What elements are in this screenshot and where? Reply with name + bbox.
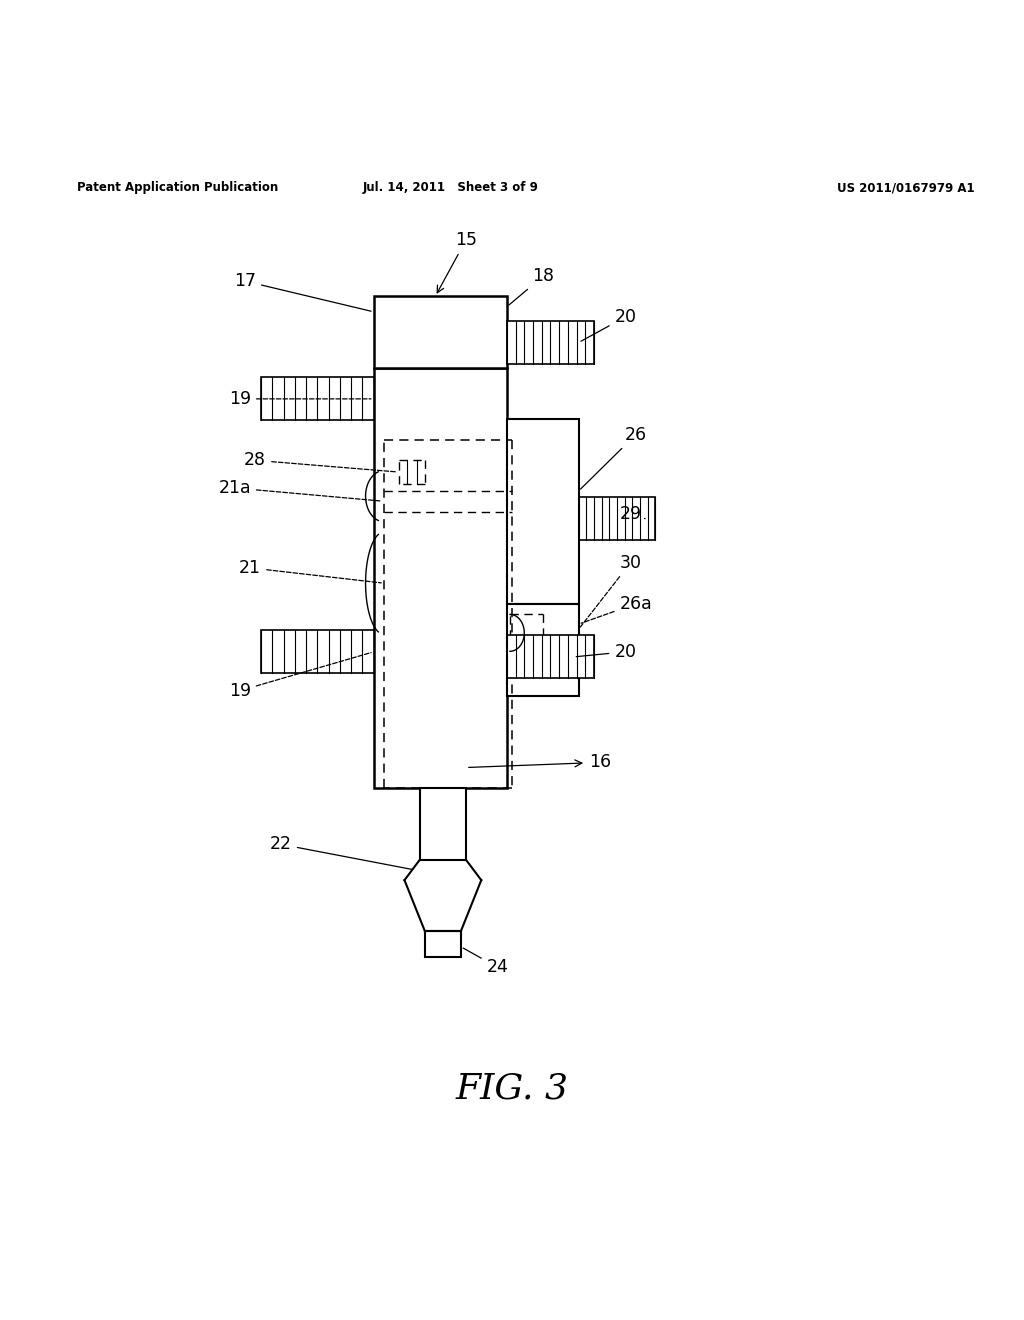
Bar <box>420 788 466 859</box>
Text: Patent Application Publication: Patent Application Publication <box>77 181 279 194</box>
Bar <box>507 644 579 696</box>
Text: 28: 28 <box>245 451 396 471</box>
Bar <box>261 631 374 673</box>
Text: 20: 20 <box>577 643 636 661</box>
Text: 24: 24 <box>463 948 508 977</box>
Text: 26: 26 <box>581 426 647 490</box>
Text: FIG. 3: FIG. 3 <box>456 1071 568 1105</box>
Text: 21a: 21a <box>218 479 381 502</box>
Text: 26a: 26a <box>582 595 652 623</box>
Text: 22: 22 <box>270 836 412 870</box>
Text: US 2011/0167979 A1: US 2011/0167979 A1 <box>838 181 975 194</box>
Text: 15: 15 <box>437 231 477 293</box>
Text: 18: 18 <box>509 267 554 305</box>
Bar <box>507 635 594 678</box>
Bar <box>507 321 594 364</box>
Text: 20: 20 <box>581 308 636 342</box>
Bar <box>425 932 461 957</box>
Bar <box>579 498 655 540</box>
Text: 21: 21 <box>240 558 381 583</box>
Bar <box>261 378 374 420</box>
Bar <box>374 297 507 368</box>
Text: 29: 29 <box>620 504 645 523</box>
Bar <box>507 603 579 644</box>
Text: 19: 19 <box>228 652 371 700</box>
Text: Jul. 14, 2011   Sheet 3 of 9: Jul. 14, 2011 Sheet 3 of 9 <box>362 181 539 194</box>
Bar <box>374 368 507 788</box>
Text: 17: 17 <box>234 272 371 312</box>
Text: 30: 30 <box>581 553 641 627</box>
Bar <box>507 420 579 603</box>
Text: 16: 16 <box>469 754 611 771</box>
Text: 19: 19 <box>228 389 371 408</box>
